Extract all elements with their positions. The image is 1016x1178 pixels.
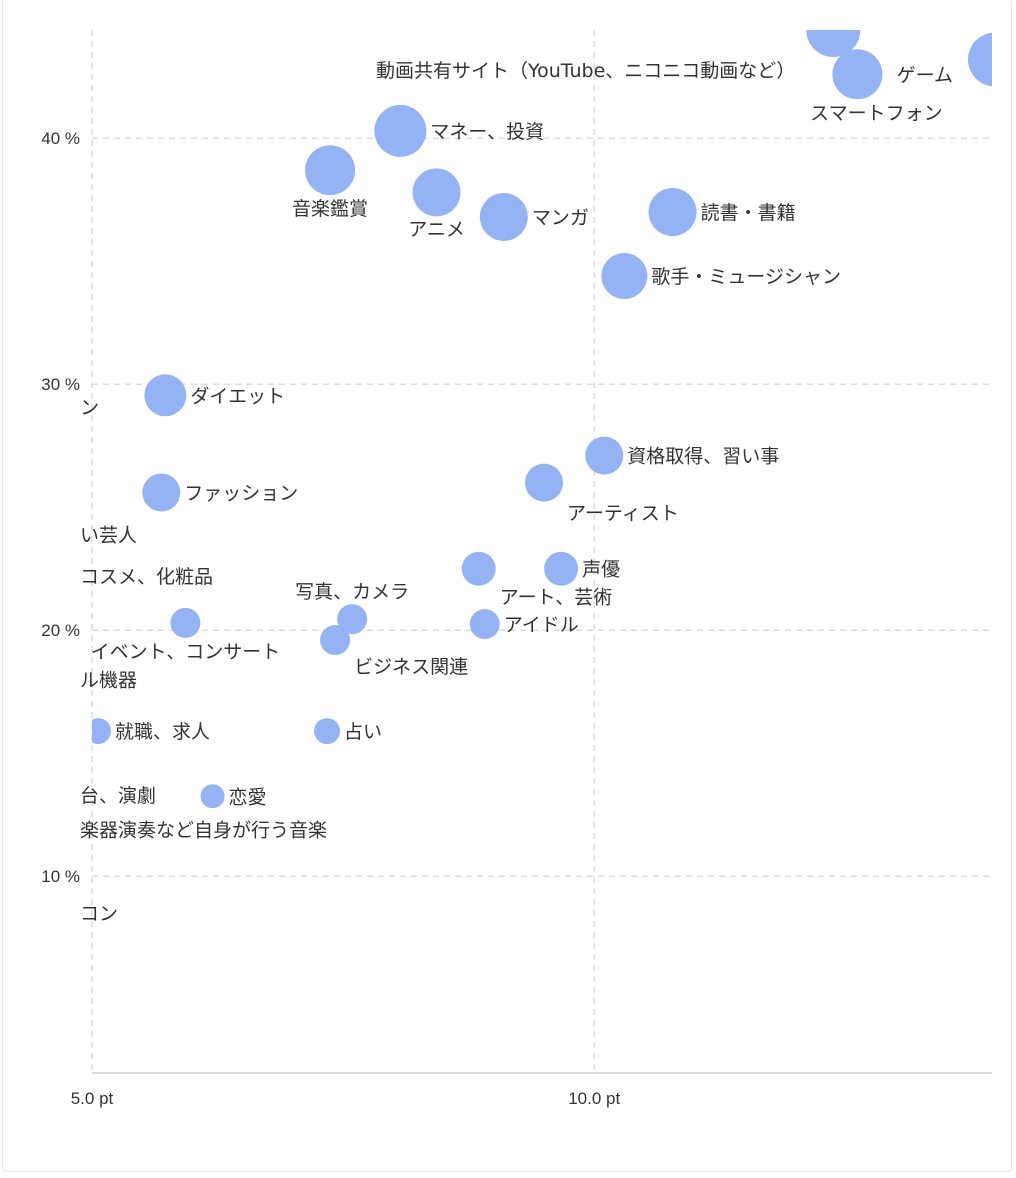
clipped-point-label: 楽器演奏など自身が行う音楽 <box>80 819 327 841</box>
clipped-point-label: コン <box>80 903 118 925</box>
bubble <box>544 551 579 586</box>
point-labels: 動画共有サイト（YouTube、ニコニコ動画など） スマートフォン ゲームマネー、投… <box>80 60 953 925</box>
bubble <box>305 145 356 196</box>
point-label: 占い <box>344 721 382 743</box>
bubble <box>337 604 368 635</box>
point-label: ゲーム <box>897 65 953 87</box>
bubble <box>968 32 992 87</box>
bubble <box>585 436 624 475</box>
point-label: 音楽鑑賞 <box>292 198 368 220</box>
point-label: 歌手・ミュージシャン <box>651 266 841 288</box>
bubble <box>469 609 500 640</box>
clipped-point-label: い芸人 <box>80 524 137 546</box>
bubble <box>601 252 648 299</box>
bubble <box>412 168 461 217</box>
bubbles <box>92 30 992 809</box>
bubble <box>461 551 496 586</box>
x-tick-label: 5.0 pt <box>71 1089 114 1108</box>
point-label: アニメ <box>408 218 465 240</box>
bubble <box>92 718 112 745</box>
bubble <box>374 104 427 157</box>
clipped-point-label: ル機器 <box>80 669 137 691</box>
x-tick-label: 10.0 pt <box>568 1089 620 1108</box>
bubble <box>142 473 181 512</box>
point-label: ビジネス関連 <box>354 656 468 678</box>
bubble <box>525 463 564 502</box>
y-tick-label: 40 % <box>41 129 80 148</box>
point-label: 恋愛 <box>229 786 267 808</box>
point-label: 読書・書籍 <box>701 202 796 224</box>
bubble <box>479 192 528 241</box>
gridlines <box>91 30 992 1073</box>
clipped-point-label: コスメ、化粧品 <box>80 566 213 588</box>
bubble <box>200 784 225 809</box>
clipped-point-label: 台、演劇 <box>80 785 156 807</box>
bubble <box>832 49 883 100</box>
bubble <box>144 374 187 417</box>
point-label: ファッション <box>184 482 298 504</box>
bubble <box>170 607 201 638</box>
bubble <box>648 188 697 237</box>
point-label: イベント、コンサート <box>91 641 281 663</box>
bubble <box>320 625 351 656</box>
point-label: 声優 <box>582 559 620 581</box>
point-label: 就職、求人 <box>115 721 210 743</box>
y-tick-label: 10 % <box>41 867 80 886</box>
axes: 10 % 20 % 30 % 40 % 5.0 pt 10.0 pt <box>41 129 992 1108</box>
point-label: ダイエット <box>190 385 285 407</box>
point-label: スマートフォン <box>810 102 942 124</box>
clipped-point-label: ン <box>80 397 99 419</box>
point-label: マンガ <box>532 207 589 229</box>
point-label: 動画共有サイト（YouTube、ニコニコ動画など） <box>376 60 795 82</box>
point-label: アーティスト <box>567 503 679 525</box>
y-tick-label: 20 % <box>41 621 80 640</box>
point-label: 写真、カメラ <box>295 581 409 603</box>
point-label: 資格取得、習い事 <box>627 446 779 468</box>
point-label: マネー、投資 <box>430 121 544 143</box>
bubble <box>314 718 341 745</box>
bubble <box>806 30 861 57</box>
y-tick-label: 30 % <box>41 375 80 394</box>
point-label: アイドル <box>504 614 579 636</box>
point-label: アート、芸術 <box>500 587 612 609</box>
